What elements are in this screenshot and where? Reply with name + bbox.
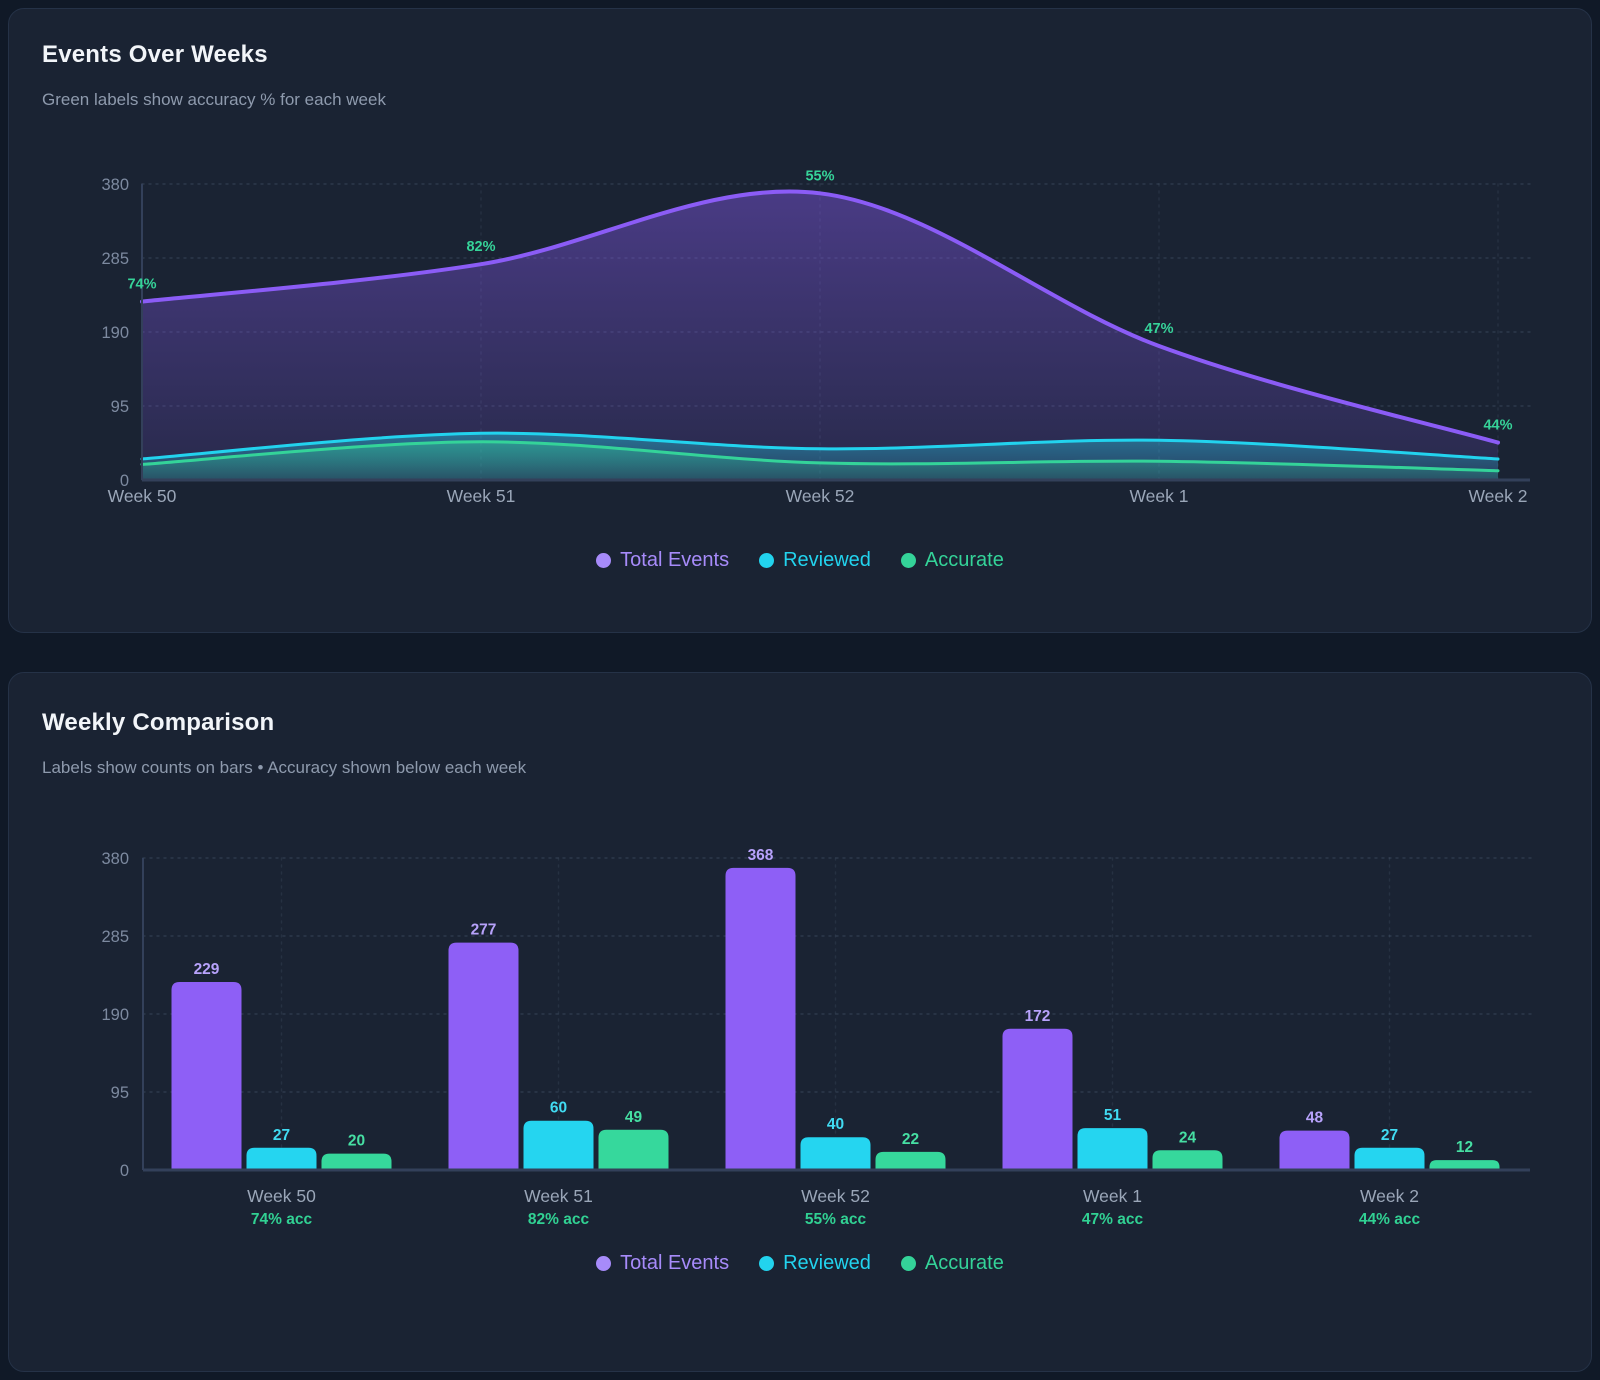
svg-text:277: 277 (471, 922, 497, 939)
svg-text:82% acc: 82% acc (528, 1211, 590, 1227)
svg-text:190: 190 (101, 324, 129, 342)
svg-text:285: 285 (101, 928, 129, 946)
svg-text:22: 22 (902, 1131, 919, 1148)
legend-dot-icon (596, 553, 612, 568)
legend-label: Total Events (620, 1252, 730, 1274)
svg-text:Week 51: Week 51 (447, 486, 516, 506)
svg-text:229: 229 (194, 961, 220, 978)
svg-text:190: 190 (101, 1006, 129, 1024)
svg-text:60: 60 (550, 1100, 567, 1117)
svg-text:Week 51: Week 51 (524, 1186, 593, 1206)
svg-text:Week 52: Week 52 (801, 1186, 870, 1206)
chart-subtitle: Green labels show accuracy % for each we… (42, 90, 386, 109)
legend-top: Total Events Reviewed Accurate (9, 549, 1591, 572)
svg-text:55%: 55% (805, 168, 834, 184)
svg-text:51: 51 (1104, 1107, 1122, 1124)
svg-text:Week 2: Week 2 (1360, 1186, 1419, 1206)
svg-text:285: 285 (101, 250, 129, 268)
svg-text:82%: 82% (466, 239, 495, 255)
svg-text:380: 380 (101, 850, 129, 868)
legend-label: Accurate (924, 1252, 1004, 1274)
svg-text:27: 27 (273, 1127, 290, 1144)
svg-text:49: 49 (625, 1109, 643, 1126)
legend-dot-icon (759, 1256, 775, 1271)
legend-item[interactable]: Total Events (596, 1252, 729, 1275)
area-chart: 0 95 190 285 380 74% 82% 55% 47% 44% Week 50 Week 5… (101, 168, 1534, 506)
svg-text:Week 1: Week 1 (1083, 1186, 1142, 1206)
legend-item[interactable]: Reviewed (759, 549, 871, 572)
svg-text:Week 52: Week 52 (786, 486, 855, 506)
svg-text:44%: 44% (1483, 418, 1512, 434)
svg-text:95: 95 (111, 1084, 129, 1102)
legend-label: Total Events (620, 549, 730, 571)
svg-text:48: 48 (1306, 1110, 1324, 1127)
svg-text:380: 380 (101, 176, 129, 194)
svg-text:Week 1: Week 1 (1129, 486, 1188, 506)
svg-text:74%: 74% (127, 277, 156, 293)
page-title: Weekly Comparison (42, 709, 275, 736)
page-title: Events Over Weeks (42, 41, 268, 68)
bar-chart: 0 95 190 285 380 229 27 20 277 60 49 368 40 22 172 51 24… (101, 847, 1534, 1227)
legend-dot-icon (900, 553, 916, 568)
legend-label: Accurate (924, 549, 1004, 571)
legend-item[interactable]: Accurate (900, 1252, 1004, 1275)
legend-label: Reviewed (783, 1252, 871, 1274)
svg-text:12: 12 (1456, 1139, 1473, 1156)
svg-text:0: 0 (120, 1162, 129, 1180)
svg-text:27: 27 (1381, 1127, 1398, 1144)
svg-text:20: 20 (348, 1133, 365, 1150)
svg-text:44% acc: 44% acc (1359, 1211, 1421, 1227)
legend-item[interactable]: Reviewed (759, 1252, 871, 1275)
svg-text:Week 50: Week 50 (108, 486, 177, 506)
svg-text:368: 368 (748, 847, 774, 864)
svg-text:47% acc: 47% acc (1082, 1211, 1144, 1227)
svg-text:0: 0 (120, 472, 129, 490)
legend-dot-icon (900, 1256, 916, 1271)
svg-text:55% acc: 55% acc (805, 1211, 867, 1227)
svg-text:95: 95 (111, 398, 129, 416)
svg-text:40: 40 (827, 1116, 844, 1133)
chart-subtitle: Labels show counts on bars • Accuracy sh… (42, 758, 527, 777)
svg-text:Week 2: Week 2 (1468, 486, 1527, 506)
svg-text:172: 172 (1025, 1008, 1051, 1025)
legend-bottom: Total Events Reviewed Accurate (9, 1252, 1591, 1275)
legend-item[interactable]: Accurate (900, 549, 1004, 572)
svg-text:Week 50: Week 50 (247, 1186, 316, 1206)
panel-events-over-weeks: Events Over Weeks Green labels show accu… (8, 8, 1592, 633)
svg-text:24: 24 (1179, 1129, 1197, 1146)
legend-label: Reviewed (783, 549, 871, 571)
svg-text:74% acc: 74% acc (251, 1211, 313, 1227)
panel-weekly-comparison: Weekly Comparison Labels show counts on … (8, 672, 1592, 1372)
legend-item[interactable]: Total Events (596, 549, 729, 572)
legend-dot-icon (596, 1256, 612, 1271)
svg-text:47%: 47% (1144, 321, 1173, 337)
legend-dot-icon (759, 553, 775, 568)
